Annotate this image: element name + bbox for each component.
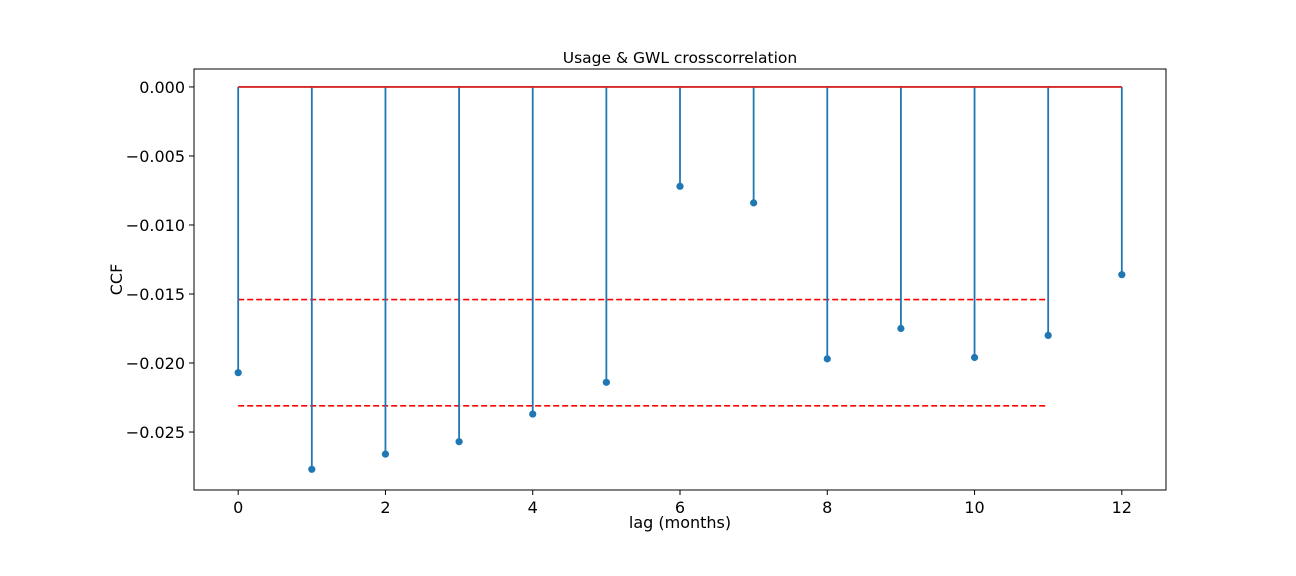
x-tick-label-10: 10 (964, 498, 984, 517)
x-axis-label: lag (months) (629, 513, 731, 532)
stem-marker-10 (970, 353, 979, 362)
x-axis-ticks: 0 2 4 6 8 10 12 (233, 490, 1132, 517)
y-tick-label-4: −0.020 (126, 354, 185, 373)
x-tick-label-12: 12 (1112, 498, 1132, 517)
x-tick-label-2: 2 (380, 498, 390, 517)
stem-marker-8 (823, 355, 831, 363)
x-tick-label-0: 0 (233, 498, 243, 517)
y-tick-label-5: −0.025 (126, 423, 185, 442)
y-axis-label: CCF (107, 264, 126, 296)
y-tick-label-3: −0.015 (126, 285, 185, 304)
y-axis-ticks: 0.000 −0.005 −0.010 −0.015 −0.020 −0.025 (126, 78, 194, 442)
x-tick-label-6: 6 (675, 498, 685, 517)
stem-marker-2 (381, 450, 390, 458)
y-tick-label-2: −0.010 (126, 216, 185, 235)
stem-marker-5 (602, 378, 610, 386)
stem-marker-1 (308, 465, 316, 473)
y-tick-label-1: −0.005 (126, 147, 185, 166)
stem-marker-4 (529, 410, 537, 418)
y-tick-label-0: 0.000 (139, 78, 185, 97)
stem-marker-9 (897, 324, 905, 333)
stem-marker-7 (750, 199, 758, 207)
stem-marker-6 (676, 182, 684, 190)
x-tick-label-4: 4 (528, 498, 538, 517)
stem-marker-11 (1044, 331, 1052, 340)
x-tick-label-8: 8 (822, 498, 832, 517)
chart-title: Usage & GWL crosscorrelation (563, 49, 798, 67)
stem-marker-0 (234, 369, 242, 377)
stem-marker-3 (455, 438, 463, 446)
plot-marks (234, 86, 1126, 473)
stem-marker-12 (1118, 271, 1126, 279)
